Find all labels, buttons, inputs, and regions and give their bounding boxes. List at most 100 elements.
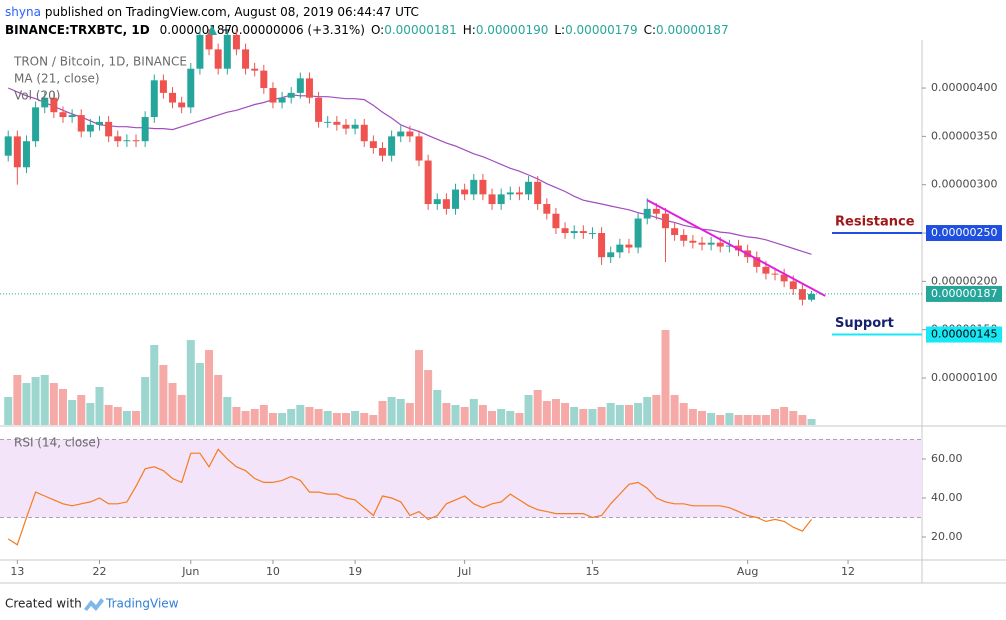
ohlc-value: 0.00000187 bbox=[656, 23, 729, 37]
trendline bbox=[646, 199, 826, 297]
candle-body bbox=[607, 252, 615, 258]
rsi-legend: RSI (14, close) bbox=[14, 436, 100, 450]
candle-body bbox=[588, 233, 596, 235]
y-tick-label: 0.00000350 bbox=[931, 129, 997, 142]
volume-bar bbox=[278, 413, 287, 425]
volume-bar bbox=[360, 413, 369, 425]
y-tick-label: 0.00000300 bbox=[931, 178, 997, 191]
volume-bar bbox=[606, 403, 615, 425]
candle-body bbox=[625, 244, 633, 248]
candle-body bbox=[324, 121, 332, 123]
volume-bar bbox=[442, 403, 451, 425]
candle-body bbox=[442, 199, 450, 209]
volume-bar bbox=[259, 405, 268, 425]
volume-bar bbox=[488, 411, 497, 425]
candle-body bbox=[214, 49, 222, 69]
rsi-line bbox=[7, 448, 812, 546]
candle-body bbox=[698, 242, 706, 245]
ohlc-value: 0.00000181 bbox=[384, 23, 457, 37]
candle-body bbox=[470, 179, 478, 195]
volume-bar bbox=[451, 405, 460, 425]
volume-bar bbox=[250, 409, 259, 425]
candle-body bbox=[461, 189, 469, 195]
volume-bar bbox=[688, 409, 697, 425]
x-tick-label: Jun bbox=[181, 565, 199, 578]
volume-bar bbox=[551, 399, 560, 425]
candle-body bbox=[780, 274, 788, 282]
volume-bar bbox=[369, 415, 378, 425]
volume-bar bbox=[579, 409, 588, 425]
volume-bar bbox=[378, 401, 387, 425]
candle-body bbox=[725, 245, 733, 247]
volume-bar bbox=[305, 407, 314, 425]
x-tick-label: 22 bbox=[93, 565, 107, 578]
volume-bar bbox=[86, 403, 95, 425]
volume-bar bbox=[734, 415, 743, 425]
candle-body bbox=[707, 242, 715, 245]
volume-bar bbox=[524, 395, 533, 425]
volume-bar bbox=[679, 403, 688, 425]
volume-bar bbox=[351, 411, 360, 425]
y-tick-label: 0.00000100 bbox=[931, 371, 997, 384]
candle-body bbox=[689, 240, 697, 243]
candle-body bbox=[406, 131, 414, 137]
candle-body bbox=[452, 189, 460, 209]
candle-body bbox=[187, 68, 195, 108]
candle-body bbox=[552, 213, 560, 229]
candle-body bbox=[150, 80, 158, 118]
volume-bar bbox=[570, 407, 579, 425]
x-tick-label: 12 bbox=[841, 565, 855, 578]
x-tick-label: 10 bbox=[266, 565, 280, 578]
published: published on TradingView.com, August 08,… bbox=[45, 5, 419, 19]
ohlc-key: O: bbox=[371, 23, 384, 37]
x-tick-label: Aug bbox=[737, 565, 758, 578]
volume-bar bbox=[634, 403, 643, 425]
candle-body bbox=[789, 281, 797, 290]
candle-body bbox=[661, 213, 669, 229]
chart-title: TRON / Bitcoin, 1D, BINANCE bbox=[13, 55, 187, 69]
candle-body bbox=[680, 234, 688, 241]
symbol-line: BINANCE:TRXBTC, 1D 0.00000187 bbox=[5, 23, 232, 37]
candle-body bbox=[634, 218, 642, 248]
volume-bar bbox=[168, 383, 177, 425]
candle-body bbox=[132, 140, 140, 142]
volume-bar bbox=[387, 397, 396, 425]
volume-bar bbox=[506, 411, 515, 425]
volume-bar bbox=[478, 405, 487, 425]
volume-bar bbox=[588, 409, 597, 425]
candle-body bbox=[579, 231, 587, 234]
ohlc-key: L: bbox=[554, 23, 565, 37]
volume-bar bbox=[141, 377, 150, 425]
candle-body bbox=[497, 194, 505, 205]
candle-body bbox=[223, 34, 231, 69]
volume-bar bbox=[743, 415, 752, 425]
symbol: BINANCE:TRXBTC, 1D bbox=[5, 23, 150, 37]
y-tick-label: 0.00000400 bbox=[931, 81, 997, 94]
y-tick-label: 0.00000200 bbox=[931, 274, 997, 287]
candle-body bbox=[433, 199, 441, 205]
volume-bar bbox=[58, 389, 67, 425]
volume-bar bbox=[113, 407, 122, 425]
candle-body bbox=[232, 34, 240, 50]
volume-bar bbox=[104, 405, 113, 425]
x-tick-label: 15 bbox=[585, 565, 599, 578]
volume-bar bbox=[798, 415, 807, 425]
candle-body bbox=[169, 92, 177, 103]
volume-bar bbox=[122, 411, 131, 425]
candle-body bbox=[205, 34, 213, 50]
volume-bar bbox=[314, 409, 323, 425]
candle-body bbox=[251, 68, 259, 71]
rsi-tick-label: 60.00 bbox=[931, 452, 963, 465]
volume-bar bbox=[415, 350, 424, 425]
candle-body bbox=[50, 97, 58, 113]
volume-bar bbox=[405, 403, 414, 425]
volume-bar bbox=[624, 405, 633, 425]
candle-body bbox=[278, 97, 286, 103]
candle-body bbox=[178, 102, 186, 108]
candle-body bbox=[488, 194, 496, 205]
volume-bar bbox=[268, 413, 277, 425]
candle-body bbox=[333, 121, 341, 125]
volume-bar bbox=[232, 407, 241, 425]
candle-body bbox=[616, 244, 624, 253]
candle-body bbox=[105, 121, 113, 137]
